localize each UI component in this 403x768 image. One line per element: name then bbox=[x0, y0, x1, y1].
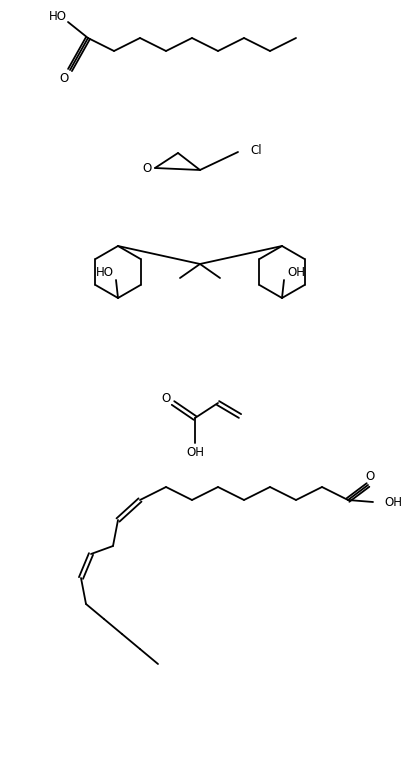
Text: OH: OH bbox=[186, 446, 204, 459]
Text: OH: OH bbox=[287, 266, 305, 279]
Text: HO: HO bbox=[96, 266, 114, 279]
Text: O: O bbox=[366, 471, 375, 484]
Text: O: O bbox=[161, 392, 170, 405]
Text: O: O bbox=[59, 71, 69, 84]
Text: Cl: Cl bbox=[250, 144, 262, 157]
Text: OH: OH bbox=[384, 495, 402, 508]
Text: HO: HO bbox=[49, 11, 67, 24]
Text: O: O bbox=[142, 163, 152, 176]
